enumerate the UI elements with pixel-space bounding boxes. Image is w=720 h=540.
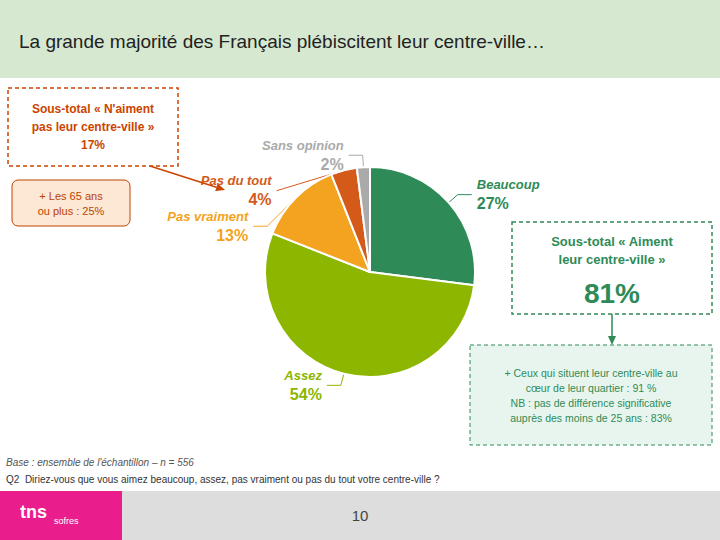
svg-text:+ Ceux qui situent leur centre: + Ceux qui situent leur centre-ville au xyxy=(504,367,677,379)
svg-text:54%: 54% xyxy=(290,386,322,403)
svg-text:10: 10 xyxy=(352,507,369,524)
svg-text:Beaucoup: Beaucoup xyxy=(477,177,540,192)
svg-text:27%: 27% xyxy=(477,195,509,212)
svg-text:Sans opinion: Sans opinion xyxy=(262,138,344,153)
svg-text:cœur de leur quartier : 91 %: cœur de leur quartier : 91 % xyxy=(526,382,657,394)
svg-text:ou plus : 25%: ou plus : 25% xyxy=(38,205,105,217)
svg-text:+ Les 65 ans: + Les 65 ans xyxy=(39,190,103,202)
svg-text:81%: 81% xyxy=(584,278,640,309)
svg-text:2%: 2% xyxy=(321,156,344,173)
svg-text:Sous-total « N'aiment: Sous-total « N'aiment xyxy=(32,102,154,116)
svg-text:leur centre-ville »: leur centre-ville » xyxy=(559,252,666,267)
svg-text:pas leur centre-ville »: pas leur centre-ville » xyxy=(32,120,155,134)
svg-text:17%: 17% xyxy=(81,138,105,152)
svg-text:sofres: sofres xyxy=(54,516,79,526)
svg-text:auprès des moins de 25 ans : 8: auprès des moins de 25 ans : 83% xyxy=(510,412,672,424)
svg-text:Pas vraiment: Pas vraiment xyxy=(167,209,249,224)
svg-text:Q2 Diriez-vous que vous aimez: Q2 Diriez-vous que vous aimez beaucoup, … xyxy=(6,474,440,485)
svg-text:tns: tns xyxy=(20,502,47,522)
svg-text:Sous-total « Aiment: Sous-total « Aiment xyxy=(551,234,673,249)
svg-text:NB : pas de différence signifi: NB : pas de différence significative xyxy=(511,397,672,409)
svg-text:4%: 4% xyxy=(248,191,271,208)
svg-text:Assez: Assez xyxy=(283,368,322,383)
svg-text:13%: 13% xyxy=(216,227,248,244)
svg-text:Pas du tout: Pas du tout xyxy=(200,173,272,189)
svg-text:La grande majorité des Françai: La grande majorité des Français plébisci… xyxy=(19,31,545,52)
svg-text:Base : ensemble de l'échantill: Base : ensemble de l'échantillon – n = 5… xyxy=(6,457,194,468)
